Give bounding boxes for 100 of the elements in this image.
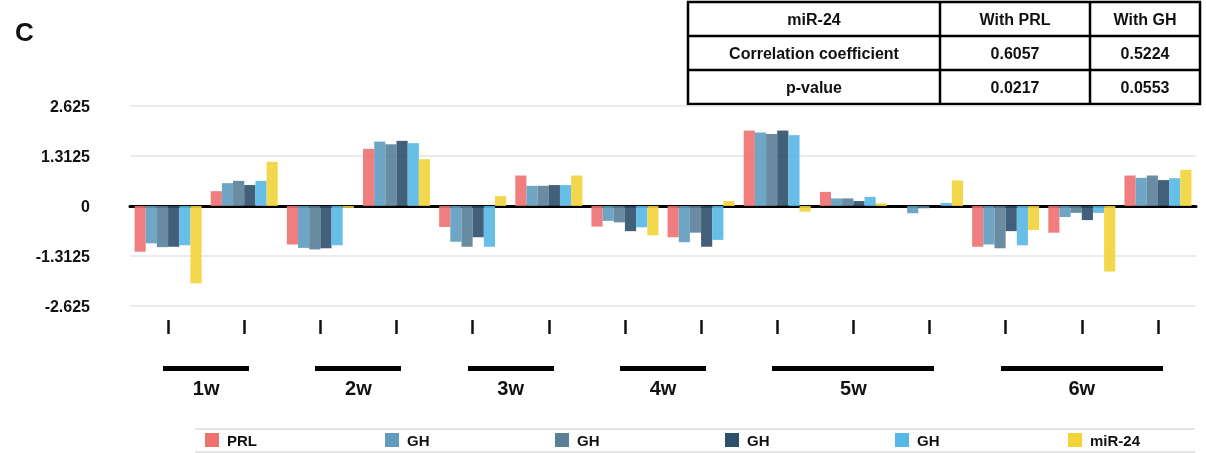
bar bbox=[221, 183, 234, 206]
text: 5w bbox=[840, 377, 868, 399]
bar bbox=[1180, 169, 1192, 206]
bar bbox=[819, 191, 832, 206]
bar bbox=[591, 206, 603, 227]
bar bbox=[331, 206, 343, 246]
text: 0.0553 bbox=[1120, 78, 1170, 96]
bar bbox=[179, 206, 191, 246]
bar bbox=[1016, 206, 1028, 246]
bar bbox=[983, 206, 995, 245]
bar bbox=[667, 206, 679, 238]
y-tick-label: 2.625 bbox=[49, 97, 91, 115]
bar bbox=[210, 191, 222, 206]
bar bbox=[940, 202, 952, 206]
bar bbox=[298, 206, 310, 248]
bar bbox=[1104, 206, 1116, 272]
bar bbox=[1081, 206, 1093, 221]
bar bbox=[439, 206, 451, 227]
bar bbox=[1005, 206, 1017, 232]
legend-label: GH bbox=[577, 431, 600, 449]
bar bbox=[788, 135, 800, 206]
bar bbox=[134, 206, 146, 252]
legend-label: GH bbox=[747, 431, 770, 449]
text: 2w bbox=[345, 377, 373, 399]
legend-label: PRL bbox=[227, 431, 257, 449]
bar bbox=[994, 206, 1006, 249]
bar bbox=[309, 206, 321, 250]
bar bbox=[678, 206, 690, 243]
bar bbox=[244, 185, 256, 206]
text: 0.6057 bbox=[990, 44, 1040, 62]
bar bbox=[418, 159, 430, 206]
bar bbox=[1146, 175, 1158, 206]
bar bbox=[799, 206, 811, 212]
y-tick-label: 0 bbox=[81, 197, 91, 215]
bar bbox=[450, 206, 462, 242]
text: 0.5224 bbox=[1120, 44, 1170, 62]
bar bbox=[1169, 178, 1181, 206]
text: 1w bbox=[192, 377, 220, 399]
bar bbox=[483, 206, 495, 247]
bar bbox=[918, 206, 930, 209]
text: miR-24 bbox=[787, 10, 841, 28]
bar bbox=[233, 180, 245, 206]
bar bbox=[190, 206, 202, 284]
bar bbox=[526, 185, 538, 206]
bar bbox=[1157, 180, 1170, 206]
bar bbox=[689, 206, 702, 233]
bar bbox=[320, 206, 332, 249]
bar bbox=[636, 206, 648, 228]
legend-label: GH bbox=[917, 431, 940, 449]
bar bbox=[701, 206, 713, 247]
text: Correlation coefficient bbox=[729, 44, 900, 62]
bar bbox=[1048, 206, 1060, 233]
bar bbox=[472, 206, 484, 238]
bar bbox=[266, 161, 278, 206]
bar bbox=[286, 206, 299, 245]
bar bbox=[156, 206, 169, 248]
text: 3w bbox=[497, 377, 525, 399]
bar bbox=[777, 130, 789, 206]
bar bbox=[907, 206, 919, 214]
bar bbox=[363, 148, 375, 206]
bar bbox=[571, 175, 583, 206]
bar bbox=[548, 185, 560, 206]
text: With PRL bbox=[979, 10, 1051, 28]
bar bbox=[647, 206, 659, 236]
bar bbox=[972, 206, 984, 247]
bar bbox=[168, 206, 180, 247]
bar bbox=[864, 196, 876, 206]
bar bbox=[723, 201, 735, 206]
bar bbox=[602, 206, 614, 221]
legend-label: GH bbox=[407, 431, 430, 449]
bar bbox=[1124, 175, 1136, 206]
bar bbox=[396, 140, 408, 206]
bar bbox=[875, 203, 887, 206]
legend-label: miR-24 bbox=[1090, 431, 1141, 449]
bar bbox=[613, 206, 625, 223]
bar bbox=[1092, 206, 1105, 213]
bar bbox=[842, 198, 854, 206]
text: p-value bbox=[785, 78, 843, 96]
bar bbox=[1059, 206, 1071, 218]
bar bbox=[712, 206, 724, 240]
bar bbox=[385, 144, 397, 206]
y-tick-label: -1.3125 bbox=[35, 247, 91, 265]
bar bbox=[624, 206, 637, 232]
bar bbox=[559, 185, 572, 206]
bar bbox=[951, 180, 963, 206]
bar bbox=[494, 196, 507, 206]
y-tick-label: 1.3125 bbox=[41, 147, 91, 165]
bar bbox=[407, 143, 419, 206]
bar bbox=[766, 134, 778, 206]
bar bbox=[754, 132, 767, 206]
bar bbox=[537, 185, 549, 206]
bar bbox=[515, 175, 527, 206]
bar bbox=[461, 206, 473, 247]
bar bbox=[1135, 177, 1147, 206]
bar bbox=[743, 130, 755, 206]
bar bbox=[1027, 206, 1040, 230]
y-tick-label: -2.625 bbox=[44, 297, 91, 315]
bar bbox=[374, 141, 386, 206]
text: With GH bbox=[1113, 10, 1177, 28]
chart-title: C bbox=[15, 17, 34, 47]
